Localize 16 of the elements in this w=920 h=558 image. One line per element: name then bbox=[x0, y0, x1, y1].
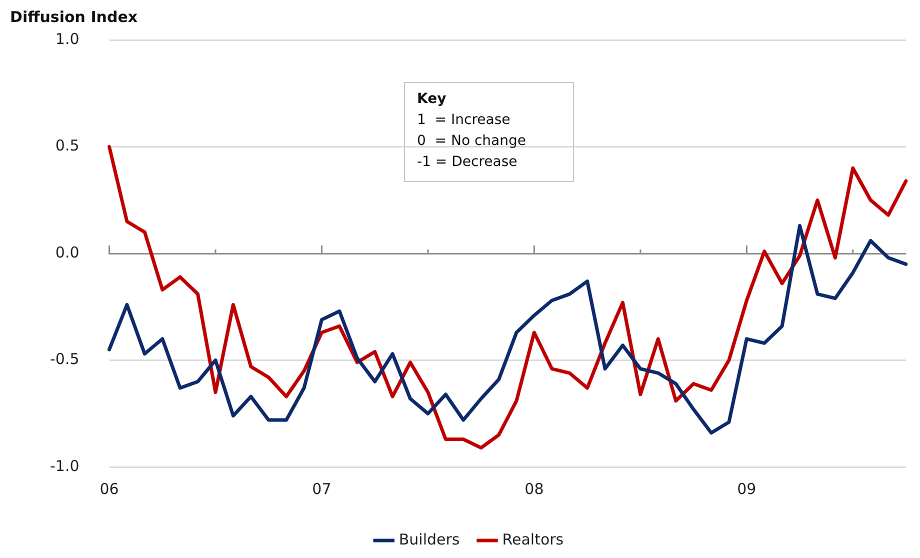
y-tick-label: -0.5 bbox=[50, 350, 80, 368]
y-tick-label: -1.0 bbox=[50, 456, 80, 475]
x-tick-label: 06 bbox=[100, 480, 119, 498]
y-axis-title: Diffusion Index bbox=[10, 8, 138, 26]
annotation: -1 = Decrease bbox=[417, 153, 518, 172]
legend-label: Builders bbox=[398, 530, 460, 548]
x-tick-label: 09 bbox=[737, 480, 756, 498]
y-tick-label: 1.0 bbox=[55, 30, 80, 48]
annotation: 0 = No change bbox=[417, 132, 527, 151]
annotation: Key bbox=[417, 90, 448, 109]
annotation: 1 = Increase bbox=[417, 111, 512, 130]
x-tick-label: 08 bbox=[524, 480, 544, 498]
x-tick-label: 07 bbox=[312, 480, 332, 498]
y-tick-label: 0.5 bbox=[55, 136, 80, 155]
y-tick-label: 0.0 bbox=[55, 243, 80, 262]
legend-label: Realtors bbox=[502, 530, 564, 548]
